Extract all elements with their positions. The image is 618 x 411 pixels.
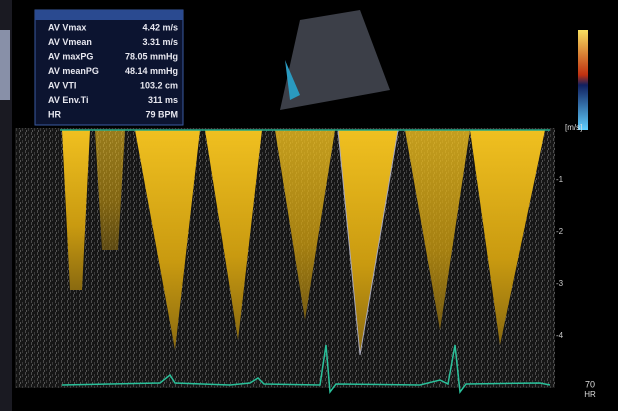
measurement-value: 79 BPM	[145, 109, 178, 119]
measurement-label: AV maxPG	[48, 51, 93, 61]
measurement-label: AV Vmax	[48, 22, 86, 32]
measurement-value: 3.31 m/s	[142, 37, 178, 47]
measurement-label: AV VTI	[48, 80, 76, 90]
color-bar	[578, 30, 588, 130]
left-panel-image	[0, 30, 10, 100]
measurement-panel-header	[35, 10, 183, 20]
scale-tick-label: -2	[556, 227, 564, 236]
rate-unit: HR	[584, 390, 596, 399]
scale-tick-label: -4	[556, 331, 564, 340]
measurement-label: HR	[48, 109, 61, 119]
measurement-value: 103.2 cm	[140, 80, 178, 90]
page: AV Vmax 4.42 m/s AV Vmean 3.31 m/s AV maxPG 7…	[0, 0, 618, 411]
measurement-value: 311 ms	[148, 95, 178, 105]
velocity-scale: [m/s] -1 -2 -3 -4	[556, 123, 582, 340]
scale-unit: [m/s]	[565, 123, 582, 132]
measurement-label: AV meanPG	[48, 66, 99, 76]
scale-tick-label: -3	[556, 279, 564, 288]
measurement-value: 4.42 m/s	[142, 22, 178, 32]
rate-value: 70	[585, 379, 595, 389]
measurement-value: 48.14 mmHg	[125, 66, 178, 76]
measurement-label: AV Vmean	[48, 37, 92, 47]
measurement-label: AV Env.Ti	[48, 95, 89, 105]
ultrasound-screen: AV Vmax 4.42 m/s AV Vmean 3.31 m/s AV maxPG 7…	[0, 0, 618, 411]
scale-tick-label: -1	[556, 175, 564, 184]
measurement-value: 78.05 mmHg	[125, 51, 178, 61]
